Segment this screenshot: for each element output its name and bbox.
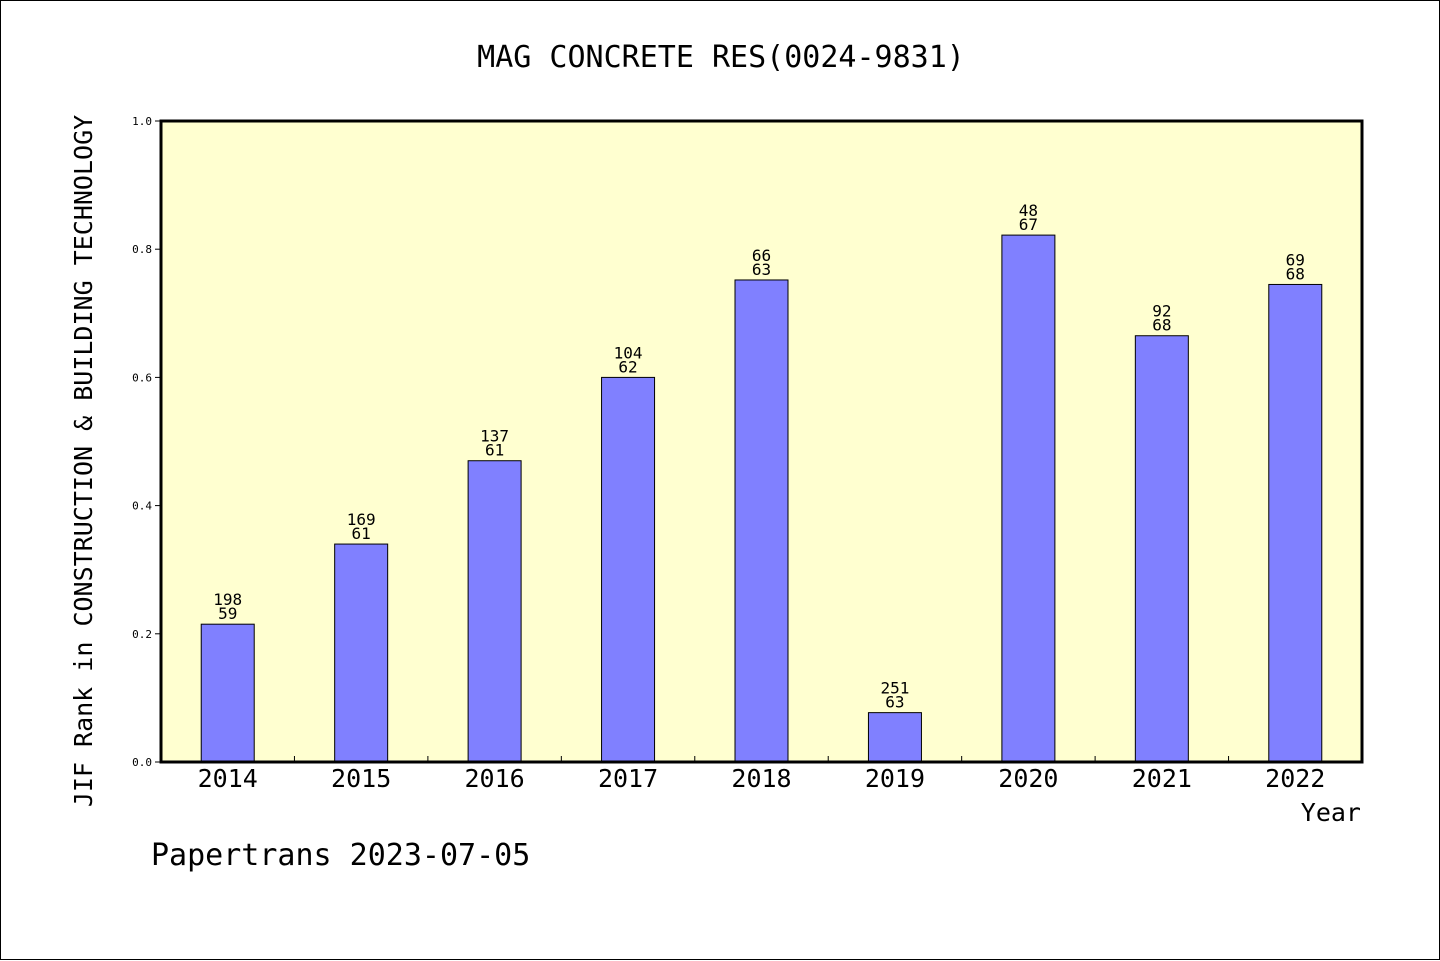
bar-2019: [867, 712, 922, 763]
bar-label-top: 169: [347, 510, 376, 529]
footer-credit: Papertrans 2023-07-05: [151, 838, 530, 873]
x-axis-label: Year: [1301, 798, 1361, 827]
x-tick-label: 2022: [1265, 764, 1325, 793]
x-tick-label: 2017: [598, 764, 658, 793]
bar-label-top: 69: [1286, 250, 1305, 269]
x-tick-label: 2020: [998, 764, 1058, 793]
bar-2021: [1134, 335, 1189, 763]
bar-label-bottom: 68: [1286, 264, 1305, 283]
x-tick-label: 2016: [465, 764, 525, 793]
x-tick-label: 2021: [1132, 764, 1192, 793]
bar-label-bottom: 61: [352, 524, 371, 543]
bar-label-bottom: 67: [1019, 215, 1038, 234]
bar-2016: [467, 460, 522, 763]
y-tick-label: 0.2: [132, 628, 152, 641]
y-tick-label: 0.0: [132, 756, 152, 769]
bar-label-bottom: 63: [885, 693, 904, 712]
y-tick-label: 1.0: [132, 115, 152, 128]
bar-label-top: 66: [752, 246, 771, 265]
bar-label-bottom: 63: [752, 260, 771, 279]
bar-label-top: 104: [614, 343, 643, 362]
bar-label-bottom: 62: [618, 357, 637, 376]
plot-border: [159, 119, 1364, 764]
bar-label-top: 198: [213, 590, 242, 609]
bar-label-bottom: 61: [485, 441, 504, 460]
bar-label-top: 137: [480, 427, 509, 446]
x-tick-label: 2015: [331, 764, 391, 793]
y-tick-label: 0.4: [132, 500, 152, 513]
y-tick-label: 0.6: [132, 371, 152, 384]
bar-2020: [1001, 234, 1056, 763]
x-tick-label: 2019: [865, 764, 925, 793]
y-axis-ticks: 0.0 0.2 0.4 0.6 0.8 1.0: [132, 115, 161, 769]
bar-2018: [734, 279, 789, 763]
y-axis-label: JIF Rank in CONSTRUCTION & BUILDING TECH…: [69, 115, 98, 807]
x-tick-label: 2018: [731, 764, 791, 793]
bar-label-top: 251: [880, 679, 909, 698]
bar-labels: 1985916961137611046266632516348679268696…: [213, 201, 1305, 712]
bars: [200, 234, 1323, 763]
bar-label-bottom: 68: [1152, 316, 1171, 335]
chart-title: MAG CONCRETE RES(0024-9831): [477, 40, 965, 75]
bar-label-top: 48: [1019, 201, 1038, 220]
bar-label-top: 92: [1152, 302, 1171, 321]
x-tick-label: 2014: [198, 764, 258, 793]
bar-label-bottom: 59: [218, 604, 237, 623]
bar-2017: [601, 376, 656, 763]
x-axis-ticks: 2014 2015 2016 2017 2018 2019 2020 2021 2022: [198, 756, 1325, 793]
bar-2015: [334, 543, 389, 763]
y-tick-label: 0.8: [132, 243, 152, 256]
bar-2014: [200, 623, 255, 763]
bar-2022: [1268, 283, 1323, 763]
